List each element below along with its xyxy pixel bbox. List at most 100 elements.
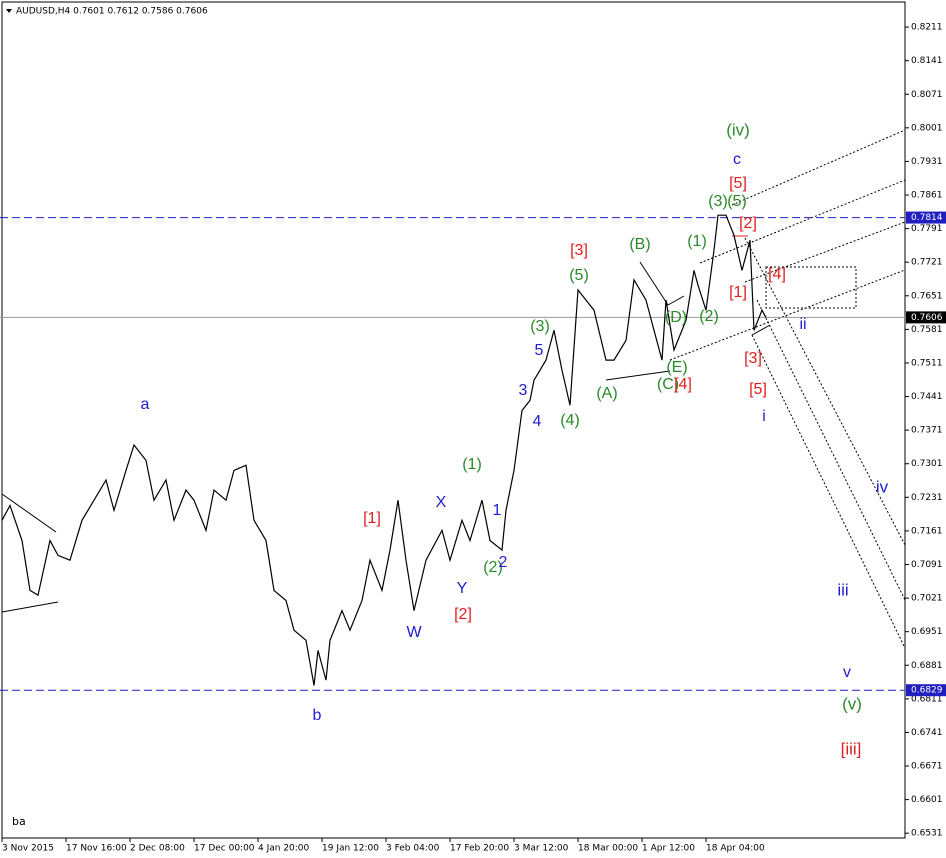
wave-label: (1) xyxy=(462,456,482,473)
y-tick-label: 0.7231 xyxy=(911,493,943,503)
wave-label: [3] xyxy=(744,350,762,367)
x-tick-label: 19 Jan 12:00 xyxy=(322,844,379,854)
y-tick-label: 0.7581 xyxy=(911,325,943,335)
channel-line xyxy=(731,129,906,206)
trend-line xyxy=(1,601,59,613)
level-label: 0.7606 xyxy=(911,313,943,323)
wave-label: (3) xyxy=(708,193,728,210)
wave-label: a xyxy=(141,396,150,413)
wave-label: [5] xyxy=(749,381,767,398)
target-box xyxy=(765,266,857,309)
x-tick-label: 17 Feb 20:00 xyxy=(450,844,509,854)
y-tick-label: 0.7021 xyxy=(911,594,943,604)
wave-label: [5] xyxy=(729,175,747,192)
level-label: 0.7814 xyxy=(911,213,943,223)
y-tick-label: 0.7511 xyxy=(911,358,943,368)
x-tick-label: 1 Apr 12:00 xyxy=(642,844,695,854)
wave-label: iii xyxy=(837,580,848,599)
wave-label: (4) xyxy=(560,412,580,429)
y-tick-label: 0.7091 xyxy=(911,560,943,570)
wave-label: c xyxy=(733,151,741,168)
wave-label: (B) xyxy=(629,236,650,253)
y-tick-label: 0.7651 xyxy=(911,291,943,301)
x-tick-label: 3 Mar 12:00 xyxy=(514,844,569,854)
wave-label: (iv) xyxy=(726,120,750,139)
wave-label: [2] xyxy=(454,606,472,623)
wave-label: 2 xyxy=(499,554,508,571)
y-tick-label: 0.7441 xyxy=(911,392,943,402)
wave-label: i xyxy=(762,408,766,425)
wave-label: 5 xyxy=(535,342,544,359)
y-tick-label: 0.7371 xyxy=(911,426,943,436)
wave-label: (5) xyxy=(569,267,589,284)
y-tick-label: 0.6601 xyxy=(911,795,943,805)
plot-frame xyxy=(1,1,906,839)
y-tick-label: 0.7931 xyxy=(911,157,943,167)
y-tick-label: 0.7791 xyxy=(911,224,943,234)
channel-line xyxy=(699,179,906,264)
trend-line xyxy=(639,261,669,306)
channel-line xyxy=(744,237,906,546)
wave-label: (1) xyxy=(687,233,707,250)
y-tick-label: 0.7721 xyxy=(911,258,943,268)
wave-label: (5) xyxy=(727,193,747,210)
level-label-bg xyxy=(906,211,946,224)
x-tick-label: 18 Apr 04:00 xyxy=(706,844,765,854)
menu-arrow xyxy=(6,9,12,13)
y-tick-label: 0.8211 xyxy=(911,23,943,33)
wave-label: [iii] xyxy=(841,739,862,758)
x-tick-label: 3 Feb 04:00 xyxy=(386,844,440,854)
trend-line xyxy=(751,324,771,336)
y-tick-label: 0.6951 xyxy=(911,627,943,637)
wave-label: (D) xyxy=(665,309,687,326)
trend-lines xyxy=(1,129,906,649)
x-tick-label: 3 Nov 2015 xyxy=(2,844,54,854)
price-line xyxy=(1,214,767,686)
wave-label: v xyxy=(843,664,851,681)
wave-label: 1 xyxy=(493,502,502,519)
y-tick-label: 0.6741 xyxy=(911,728,943,738)
y-tick-label: 0.7861 xyxy=(911,191,943,201)
level-label: 0.6829 xyxy=(911,686,943,696)
y-tick-label: 0.8071 xyxy=(911,90,943,100)
wave-label: W xyxy=(406,624,422,641)
wave-label: (2) xyxy=(483,559,503,576)
channel-line xyxy=(744,221,906,283)
wave-label: [3] xyxy=(570,242,588,259)
y-tick-label: 0.8001 xyxy=(911,123,943,133)
channel-line xyxy=(669,269,906,361)
wave-label: [4] xyxy=(768,266,786,283)
wave-label: (A) xyxy=(596,385,617,402)
wave-label: (2) xyxy=(699,308,719,325)
x-tick-label: 17 Dec 00:00 xyxy=(194,844,255,854)
wave-label: [2] xyxy=(739,215,757,232)
y-tick-label: 0.7161 xyxy=(911,526,943,536)
wave-label: (C) xyxy=(657,376,679,393)
wave-label: (v) xyxy=(842,694,862,713)
y-tick-label: 0.8141 xyxy=(911,56,943,66)
wave-label: (3) xyxy=(530,318,550,335)
x-tick-label: 18 Mar 00:00 xyxy=(578,844,638,854)
wave-label: iv xyxy=(876,477,889,496)
trend-line xyxy=(667,295,685,306)
level-label-bg xyxy=(906,684,946,697)
trend-line xyxy=(1,493,57,533)
wave-label: 4 xyxy=(533,413,542,430)
wave-label: Y xyxy=(457,580,468,597)
level-label-bg xyxy=(906,311,946,324)
wave-label: ii xyxy=(799,316,806,333)
y-tick-label: 0.6671 xyxy=(911,762,943,772)
y-tick-label: 0.6881 xyxy=(911,661,943,671)
x-tick-label: 17 Nov 16:00 xyxy=(66,844,127,854)
wave-label: X xyxy=(436,494,447,511)
y-tick-label: 0.6811 xyxy=(911,694,943,704)
y-tick-label: 0.6531 xyxy=(911,829,943,839)
wave-label: [4] xyxy=(674,376,692,393)
wave-label: b xyxy=(313,707,322,724)
wave-label: 3 xyxy=(519,382,528,399)
footer-label: ba xyxy=(12,815,26,828)
wave-label: (E) xyxy=(666,359,687,376)
x-tick-label: 2 Dec 08:00 xyxy=(130,844,185,854)
wave-label: [1] xyxy=(363,510,381,527)
